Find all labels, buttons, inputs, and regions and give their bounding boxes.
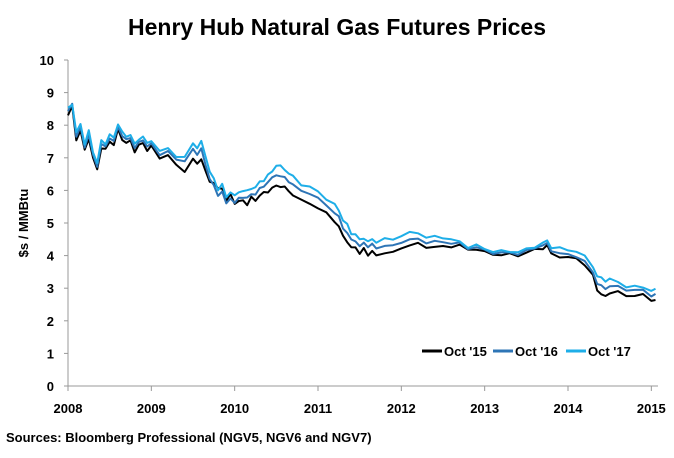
series-lines [67,102,657,302]
axes: 0 1 2 3 4 5 6 7 8 9 10 2008 2009 2010 2011 2012 2013 2014… [16,53,666,416]
y-tick-label: 3 [47,281,54,296]
legend-label: Oct '17 [588,344,631,359]
y-tick-label: 7 [47,151,54,166]
x-tick-label: 2013 [470,401,499,416]
y-tick-label: 4 [47,249,55,264]
legend-label: Oct '16 [515,344,558,359]
y-tick-label: 10 [40,53,54,68]
chart-title: Henry Hub Natural Gas Futures Prices [128,14,546,40]
x-tick-label: 2015 [637,401,666,416]
series-line-2 [67,102,657,298]
x-tick-label: 2008 [54,401,83,416]
source-note: Sources: Bloomberg Professional (NGV5, N… [6,430,372,445]
series-line-1 [67,104,656,302]
y-tick-label: 2 [47,314,54,329]
y-tick-label: 9 [47,86,54,101]
legend-label: Oct '15 [444,344,487,359]
y-tick-label: 8 [47,118,54,133]
x-tick-label: 2009 [137,401,166,416]
legend: Oct '15 Oct '16 Oct '17 [422,344,631,359]
y-axis-title: $s / MMBtu [16,189,31,258]
x-tick-label: 2011 [304,401,332,416]
y-tick-label: 0 [47,379,54,394]
y-tick-label: 1 [47,346,54,361]
x-tick-label: 2010 [220,401,249,416]
y-tick-label: 5 [47,216,54,231]
x-tick-label: 2014 [554,401,584,416]
y-tick-label: 6 [47,183,54,198]
x-tick-label: 2012 [387,401,416,416]
series-line-3 [67,103,656,292]
